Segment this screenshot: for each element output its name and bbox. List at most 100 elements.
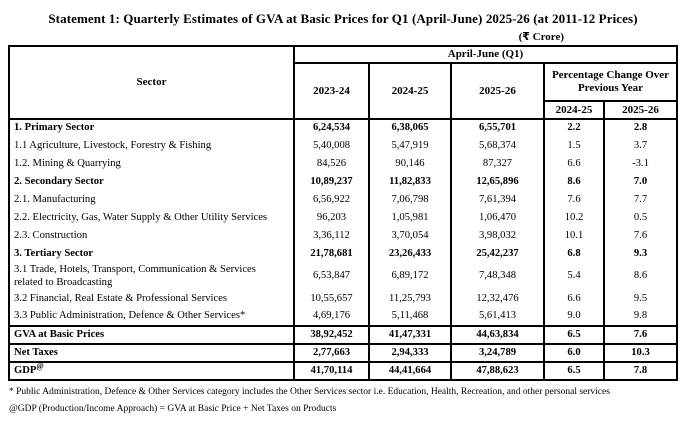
pct-cell: 6.5 xyxy=(543,361,605,381)
table-row: 1.2. Mining & Quarrying 84,526 90,146 87… xyxy=(8,155,678,174)
table-body: 1. Primary Sector 6,24,534 6,38,065 6,55… xyxy=(8,119,678,381)
sector-cell: 2.1. Manufacturing xyxy=(8,191,295,210)
table-row-gdp: GDP@ 41,70,114 44,41,664 47,88,623 6.5 7… xyxy=(8,361,678,381)
value-cell: 7,06,798 xyxy=(368,191,452,210)
sector-cell: 3. Tertiary Sector xyxy=(8,245,295,264)
value-cell: 2,77,663 xyxy=(293,343,370,363)
pct-cell: 6.6 xyxy=(543,155,605,174)
value-cell: 90,146 xyxy=(368,155,452,174)
header-row-years: 2023-24 2024-25 2025-26 Percentage Chang… xyxy=(9,62,678,121)
sector-cell: 1.1 Agriculture, Livestock, Forestry & F… xyxy=(8,137,295,156)
table-row: 3. Tertiary Sector 21,78,681 23,26,433 2… xyxy=(8,245,678,264)
sector-column-header: Sector xyxy=(8,44,295,121)
pct-year-header-2024-25: 2024-25 xyxy=(543,100,605,121)
pct-cell: 9.8 xyxy=(603,308,678,327)
table-row: 2.3. Construction 3,36,112 3,70,054 3,98… xyxy=(8,227,678,246)
pct-cell: 7.8 xyxy=(603,361,678,381)
sector-cell: 1.2. Mining & Quarrying xyxy=(8,155,295,174)
table-row: 1.1 Agriculture, Livestock, Forestry & F… xyxy=(8,137,678,156)
value-cell: 3,98,032 xyxy=(450,227,545,246)
table-row: 1. Primary Sector 6,24,534 6,38,065 6,55… xyxy=(8,119,678,138)
quarter-group-header: April-June (Q1) xyxy=(293,44,678,65)
sector-cell: 3.1 Trade, Hotels, Transport, Communicat… xyxy=(8,263,295,291)
sector-cell: GVA at Basic Prices xyxy=(8,325,295,345)
value-cell: 11,82,833 xyxy=(368,173,452,192)
table-row: 3.1 Trade, Hotels, Transport, Communicat… xyxy=(8,263,678,291)
pct-cell: 9.0 xyxy=(543,308,605,327)
pct-cell: 6.8 xyxy=(543,245,605,264)
value-cell: 3,70,054 xyxy=(368,227,452,246)
sector-cell: GDP@ xyxy=(8,361,295,381)
pct-cell: 7.6 xyxy=(603,325,678,345)
pct-cell: 8.6 xyxy=(603,263,678,291)
value-cell: 1,06,470 xyxy=(450,209,545,228)
value-cell: 1,05,981 xyxy=(368,209,452,228)
pct-cell: 7.6 xyxy=(543,191,605,210)
value-cell: 41,70,114 xyxy=(293,361,370,381)
table-row: 2.1. Manufacturing 6,56,922 7,06,798 7,6… xyxy=(8,191,678,210)
sector-cell: 2.2. Electricity, Gas, Water Supply & Ot… xyxy=(8,209,295,228)
pct-cell: 6.0 xyxy=(543,343,605,363)
table-row: 3.3 Public Administration, Defence & Oth… xyxy=(8,308,678,327)
value-cell: 5,40,008 xyxy=(293,137,370,156)
pct-cell: 2.8 xyxy=(603,119,678,138)
pct-cell: 10.3 xyxy=(603,343,678,363)
value-cell: 10,89,237 xyxy=(293,173,370,192)
value-cell: 84,526 xyxy=(293,155,370,174)
pct-cell: 0.5 xyxy=(603,209,678,228)
pct-cell: 1.5 xyxy=(543,137,605,156)
value-cell: 38,92,452 xyxy=(293,325,370,345)
value-cell: 5,68,374 xyxy=(450,137,545,156)
year-header-2025-26: 2025-26 xyxy=(450,62,545,121)
pct-change-header: Percentage Change Over Previous Year xyxy=(543,62,678,103)
value-cell: 10,55,657 xyxy=(293,290,370,309)
sector-cell: Net Taxes xyxy=(8,343,295,363)
pct-cell: 10.1 xyxy=(543,227,605,246)
table-header: Sector April-June (Q1) 2023-24 2024-25 2… xyxy=(8,44,678,121)
value-cell: 7,48,348 xyxy=(450,263,545,291)
pct-cell: 2.2 xyxy=(543,119,605,138)
value-cell: 6,55,701 xyxy=(450,119,545,138)
sector-cell: 2. Secondary Sector xyxy=(8,173,295,192)
year-header-2023-24: 2023-24 xyxy=(293,62,370,121)
value-cell: 12,32,476 xyxy=(450,290,545,309)
value-cell: 3,24,789 xyxy=(450,343,545,363)
value-cell: 6,24,534 xyxy=(293,119,370,138)
value-cell: 44,63,834 xyxy=(450,325,545,345)
value-cell: 5,11,468 xyxy=(368,308,452,327)
footnote-gdp: @GDP (Production/Income Approach) = GVA … xyxy=(9,404,337,415)
table-row: 3.2 Financial, Real Estate & Professiona… xyxy=(8,290,678,309)
gdp-label: GDP xyxy=(14,364,37,376)
pct-cell: 9.3 xyxy=(603,245,678,264)
value-cell: 21,78,681 xyxy=(293,245,370,264)
pct-cell: 5.4 xyxy=(543,263,605,291)
value-cell: 6,56,922 xyxy=(293,191,370,210)
value-cell: 6,89,172 xyxy=(368,263,452,291)
header-row-pct-years: 2024-25 2025-26 xyxy=(9,100,678,121)
value-cell: 2,94,333 xyxy=(368,343,452,363)
pct-cell: 7.7 xyxy=(603,191,678,210)
value-cell: 7,61,394 xyxy=(450,191,545,210)
value-cell: 3,36,112 xyxy=(293,227,370,246)
value-cell: 4,69,176 xyxy=(293,308,370,327)
pct-cell: 7.6 xyxy=(603,227,678,246)
value-cell: 6,53,847 xyxy=(293,263,370,291)
value-cell: 25,42,237 xyxy=(450,245,545,264)
pct-cell: 6.5 xyxy=(543,325,605,345)
pct-cell: 6.6 xyxy=(543,290,605,309)
value-cell: 5,61,413 xyxy=(450,308,545,327)
value-cell: 96,203 xyxy=(293,209,370,228)
table-row-gva-total: GVA at Basic Prices 38,92,452 41,47,331 … xyxy=(8,325,678,345)
year-header-2024-25: 2024-25 xyxy=(368,62,452,121)
pct-cell: 8.6 xyxy=(543,173,605,192)
value-cell: 11,25,793 xyxy=(368,290,452,309)
header-row-group: Sector April-June (Q1) xyxy=(8,44,678,121)
pct-cell: 7.0 xyxy=(603,173,678,192)
value-cell: 41,47,331 xyxy=(368,325,452,345)
pct-cell: 3.7 xyxy=(603,137,678,156)
value-cell: 12,65,896 xyxy=(450,173,545,192)
footnote-services: * Public Administration, Defence & Other… xyxy=(9,387,610,398)
pct-cell: 10.2 xyxy=(543,209,605,228)
table-row: 2.2. Electricity, Gas, Water Supply & Ot… xyxy=(8,209,678,228)
sector-cell: 2.3. Construction xyxy=(8,227,295,246)
